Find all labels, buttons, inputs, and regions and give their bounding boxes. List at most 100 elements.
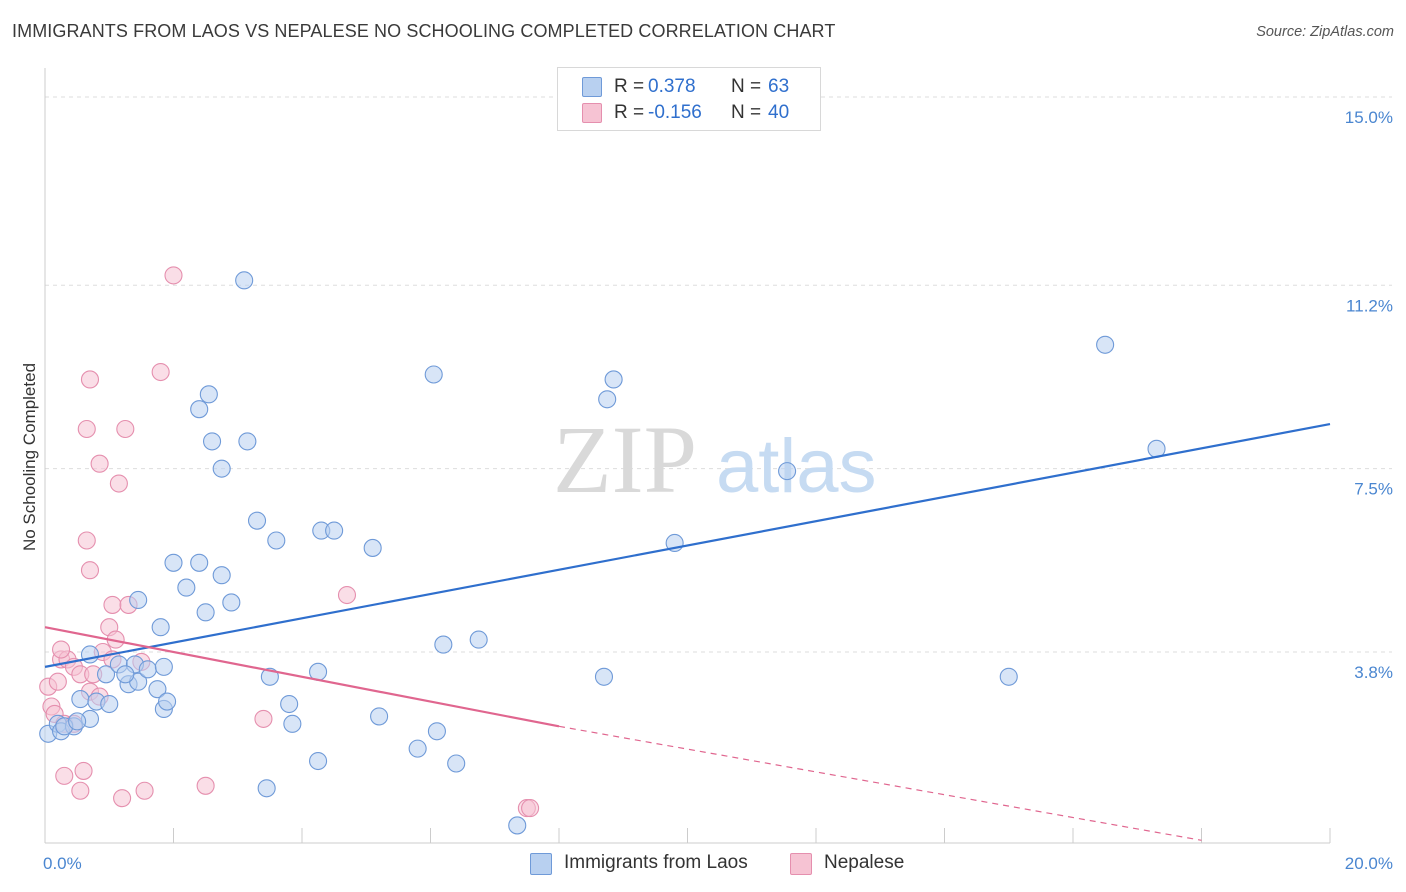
laos-point	[238, 432, 257, 451]
source-label: Source: ZipAtlas.com	[1256, 24, 1394, 40]
laos-point	[148, 680, 167, 699]
x-tick-label: 20.0%	[1345, 854, 1393, 873]
nepalese-point	[48, 672, 67, 691]
laos-point	[164, 553, 183, 572]
nepalese-points	[39, 266, 540, 818]
y-tick-label: 15.0%	[1345, 108, 1393, 127]
chart-title: IMMIGRANTS FROM LAOS VS NEPALESE NO SCHO…	[12, 21, 836, 41]
laos-point	[447, 754, 466, 773]
nepalese-point	[196, 776, 215, 795]
laos-trend-line	[44, 422, 1331, 668]
laos-point	[427, 722, 446, 741]
laos-point	[309, 751, 328, 771]
laos-point	[508, 816, 527, 835]
laos-point	[116, 665, 135, 684]
laos-point	[138, 660, 157, 679]
nepalese-point	[71, 781, 90, 800]
laos-point	[604, 370, 623, 389]
legend-n-label: N =	[731, 102, 762, 123]
bottom-legend-label-nepalese: Nepalese	[824, 852, 905, 873]
laos-point	[598, 390, 617, 409]
bottom-legend-label-laos: Immigrants from Laos	[564, 852, 748, 873]
laos-point	[71, 690, 90, 709]
nepalese-point	[337, 585, 357, 605]
legend-n-value: 40	[768, 102, 790, 123]
nepalese-point	[521, 799, 540, 818]
y-tick-label: 11.2%	[1346, 296, 1393, 315]
legend-swatch-laos	[582, 77, 602, 97]
nepalese-point	[80, 370, 100, 389]
laos-point	[151, 618, 170, 637]
legend-r-value: 0.378	[648, 76, 696, 97]
laos-point	[267, 531, 286, 550]
nepalese-point	[90, 454, 109, 473]
legend-r-label: R =	[614, 76, 645, 97]
laos-points	[39, 271, 1166, 835]
laos-point	[154, 657, 173, 676]
laos-point	[257, 779, 276, 798]
x-tick-label: 0.0%	[43, 854, 82, 873]
bottom-swatch-nepalese	[790, 853, 812, 875]
laos-point	[283, 714, 302, 733]
nepalese-point	[135, 781, 154, 800]
laos-point	[1096, 335, 1115, 354]
laos-point	[177, 578, 196, 597]
x-tick-labels: 0.0% 20.0%	[43, 854, 1393, 873]
nepalese-point	[113, 789, 132, 808]
grid-lines	[45, 96, 1392, 653]
laos-point	[469, 630, 488, 649]
y-tick-labels: 3.8% 7.5% 11.2% 15.0%	[1345, 108, 1393, 682]
nepalese-point	[103, 595, 122, 614]
nepalese-point	[109, 474, 128, 493]
nepalese-trend-line	[44, 626, 560, 728]
watermark: ZIP atlas	[553, 406, 877, 513]
laos-point	[212, 459, 231, 478]
laos-point	[203, 432, 222, 451]
laos-point	[190, 553, 209, 572]
nepalese-point	[52, 640, 71, 659]
laos-point	[96, 665, 116, 684]
laos-point	[196, 603, 215, 622]
watermark-zip: ZIP	[553, 406, 697, 513]
laos-point	[222, 593, 241, 612]
legend-swatch-nepalese	[582, 103, 602, 123]
legend-r-label: R =	[614, 102, 645, 123]
laos-point	[434, 635, 453, 654]
laos-point	[999, 667, 1018, 686]
bottom-swatch-laos	[530, 853, 552, 875]
laos-point	[68, 712, 87, 731]
laos-point	[199, 385, 218, 404]
laos-point	[235, 271, 254, 290]
laos-point	[158, 692, 177, 711]
nepalese-point	[55, 766, 74, 785]
y-tick-label: 3.8%	[1354, 663, 1393, 682]
laos-point	[190, 400, 209, 419]
nepalese-point	[254, 709, 273, 728]
legend-n-label: N =	[731, 76, 762, 97]
y-axis-label: No Schooling Completed	[20, 363, 39, 551]
laos-point	[363, 538, 382, 557]
laos-point	[325, 521, 344, 540]
nepalese-point	[116, 419, 135, 439]
laos-point	[424, 365, 443, 384]
laos-point	[247, 511, 267, 530]
laos-point	[370, 707, 389, 726]
legend-n-value: 63	[768, 76, 790, 97]
trend-lines	[44, 422, 1331, 841]
nepalese-point	[77, 531, 96, 550]
nepalese-point	[164, 266, 183, 285]
laos-point	[280, 694, 299, 714]
laos-point	[778, 462, 797, 481]
legend-r-value: -0.156	[648, 102, 702, 123]
laos-point	[260, 667, 279, 686]
nepalese-point	[80, 561, 100, 580]
axes	[44, 68, 1331, 844]
laos-point	[129, 590, 148, 610]
laos-point	[100, 694, 119, 714]
laos-point	[212, 566, 231, 585]
nepalese-point	[74, 761, 93, 780]
watermark-atlas: atlas	[716, 424, 877, 509]
nepalese-point	[77, 419, 96, 439]
nepalese-point	[151, 362, 170, 382]
